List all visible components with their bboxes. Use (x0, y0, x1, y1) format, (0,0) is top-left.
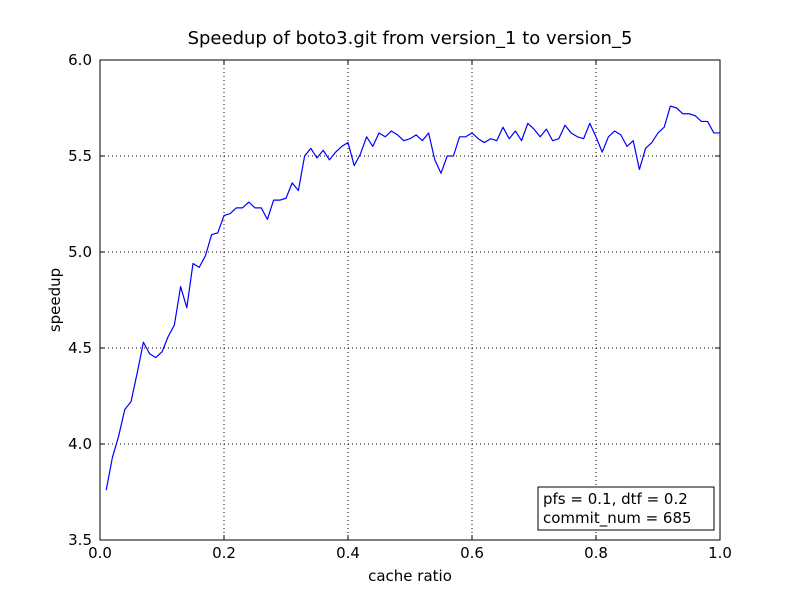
x-tick-label: 0.4 (336, 544, 360, 562)
y-tick-label: 4.0 (68, 435, 92, 453)
series-line (105, 105, 720, 491)
y-axis-label: speedup (46, 268, 64, 332)
annotation-line-2: commit_num = 685 (543, 509, 692, 528)
grid (100, 60, 720, 540)
annotation-frame (537, 486, 715, 531)
x-axis-label: cache ratio (368, 567, 452, 585)
x-tick-label: 0.6 (460, 544, 484, 562)
series-group (105, 105, 720, 491)
y-tick-label: 4.5 (68, 339, 92, 357)
x-tick-label: 0.8 (584, 544, 608, 562)
y-tick-label: 3.5 (68, 531, 92, 549)
axis-ticks: 0.0 0.2 0.4 0.6 0.8 1.0 3.5 4.0 4.5 5.0 5.5 6.0 (68, 51, 732, 562)
annotation-line-1: pfs = 0.1, dtf = 0.2 (543, 490, 688, 508)
plot-frame (99, 59, 721, 541)
chart-title: Speedup of boto3.git from version_1 to v… (188, 28, 633, 49)
x-tick-label: 0.2 (212, 544, 236, 562)
x-tick-label: 1.0 (708, 544, 732, 562)
y-tick-label: 5.0 (68, 243, 92, 261)
y-tick-label: 6.0 (68, 51, 92, 69)
annotation-box: pfs = 0.1, dtf = 0.2 commit_num = 685 (537, 486, 715, 531)
y-tick-label: 5.5 (68, 147, 92, 165)
x-tick-label: 0.0 (88, 544, 112, 562)
